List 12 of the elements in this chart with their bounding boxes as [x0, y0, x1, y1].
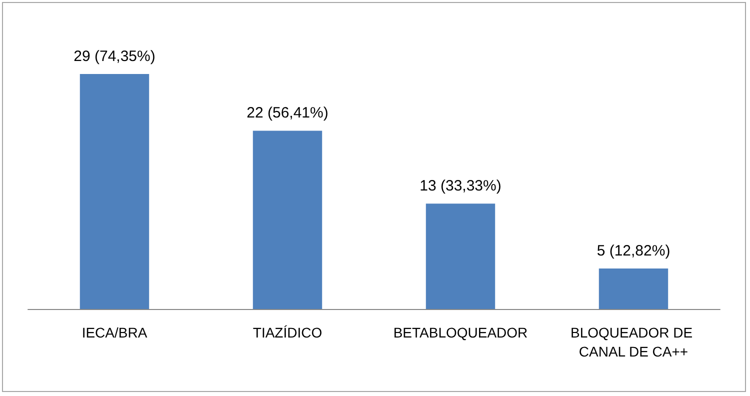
data-label: 22 (56,41%): [246, 104, 328, 122]
x-tick-label: BETABLOQUEADOR: [393, 324, 528, 340]
x-tick-label: IECA/BRA: [82, 324, 148, 340]
bar: [598, 268, 668, 309]
data-label: 29 (74,35%): [74, 48, 156, 65]
data-label: 5 (12,82%): [596, 242, 670, 260]
data-label: 13 (33,33%): [420, 178, 502, 195]
x-tick-label: TIAZÍDICO: [252, 324, 322, 340]
bar: [426, 204, 496, 309]
bar: [80, 74, 150, 309]
bar: [252, 130, 322, 309]
x-tick-label: BLOQUEADOR DE CANAL DE CA++: [570, 324, 697, 360]
